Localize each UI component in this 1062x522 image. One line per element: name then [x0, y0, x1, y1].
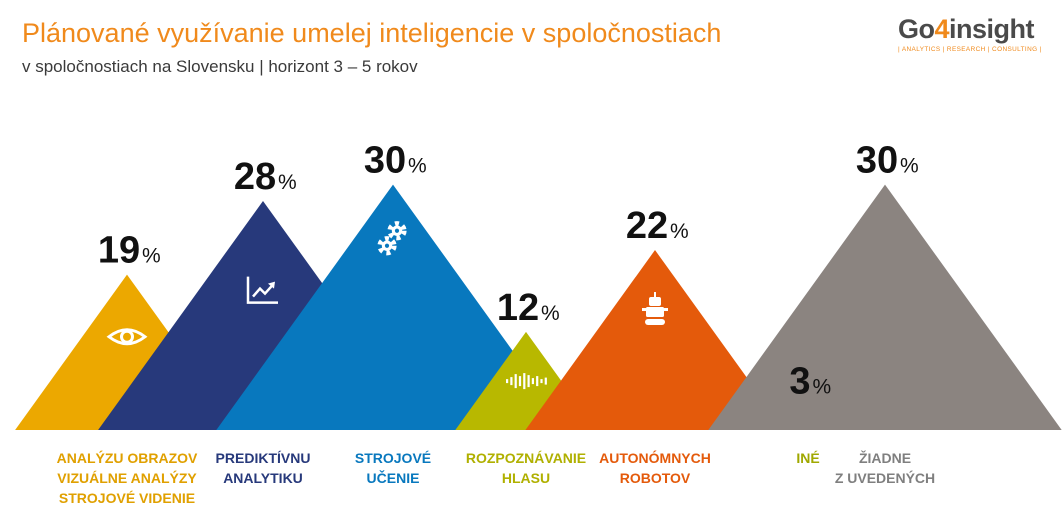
category-label: VIZUÁLNE ANALÝZY — [57, 469, 197, 486]
robot-tracks — [645, 319, 665, 326]
value-label: 30 — [364, 140, 406, 182]
wave-bar — [514, 374, 517, 389]
triangles-layer — [15, 184, 1062, 430]
chart-axes — [246, 276, 278, 304]
category-label: ŽIADNE — [859, 449, 911, 466]
gear-hole — [384, 243, 390, 248]
value-label: 19 — [98, 230, 140, 272]
trend-chart-icon — [246, 276, 278, 304]
category-label: ROBOTOV — [620, 470, 691, 486]
robot-head — [649, 297, 661, 307]
robot-arm-right — [664, 308, 668, 312]
icons-layer — [106, 221, 668, 390]
value-label: 30 — [856, 140, 898, 182]
wave-bar — [544, 377, 547, 385]
value-label: 28 — [234, 156, 276, 198]
category-label: PREDIKTÍVNU — [216, 450, 311, 466]
unit-label: % — [670, 220, 689, 243]
category-label: HLASU — [502, 470, 550, 486]
category-label: INÉ — [796, 450, 819, 466]
chart-title: Plánované využívanie umelej inteligencie… — [22, 18, 722, 48]
gear-hole — [394, 228, 400, 233]
unit-label: % — [541, 302, 560, 325]
gear-teeth — [377, 236, 397, 256]
value-label: 22 — [626, 205, 668, 247]
gear-teeth — [387, 221, 407, 241]
robot-icon — [642, 292, 668, 326]
labels-layer: 19 % ANALÝZU OBRAZOV VIZUÁLNE ANALÝZY STROJO… — [57, 140, 936, 506]
category-label: ANALYTIKU — [223, 470, 303, 486]
wave-bar — [518, 376, 522, 387]
robot-body — [646, 307, 664, 318]
category-label: ANALÝZU OBRAZOV — [57, 449, 198, 466]
gears-icon — [377, 221, 407, 256]
category-label: Z UVEDENÝCH — [835, 469, 935, 486]
value-label: 12 — [497, 287, 539, 329]
chart-arrowhead — [268, 281, 275, 289]
eye-icon — [106, 328, 148, 346]
unit-label: % — [278, 171, 297, 194]
unit-label: % — [900, 155, 919, 178]
wave-bar — [506, 379, 509, 384]
wave-bar — [536, 376, 539, 387]
category-label: UČENIE — [367, 469, 420, 486]
wave-bar — [540, 379, 543, 384]
sound-wave-icon — [506, 373, 547, 390]
wave-bar — [510, 377, 513, 386]
logo-wordmark: Go4insight — [898, 14, 1035, 44]
robot-antenna — [654, 292, 656, 298]
eye-pupil — [120, 329, 134, 344]
eye-outline — [106, 328, 148, 346]
chart-subtitle: v spoločnostiach na Slovensku | horizont… — [22, 57, 418, 76]
category-label: STROJOVÉ VIDENIE — [59, 490, 195, 506]
wave-bar — [523, 373, 526, 390]
gear-icon — [387, 221, 407, 241]
brand-logo: Go4insight | ANALYTICS | RESEARCH | CONS… — [898, 14, 1043, 53]
unit-label: % — [142, 245, 161, 268]
wave-bar — [531, 378, 534, 385]
triangle-bar — [708, 184, 1062, 430]
triangle-bar — [525, 250, 785, 430]
unit-label: % — [408, 155, 427, 178]
category-label: ROZPOZNÁVANIE — [466, 450, 586, 466]
robot-arm-left — [642, 308, 646, 312]
category-label: AUTONÓMNYCH — [599, 449, 711, 466]
chart-trend-line — [252, 283, 274, 298]
gear-icon — [377, 236, 397, 256]
value-label: 3 — [789, 360, 810, 402]
triangle-bar — [216, 184, 570, 430]
logo-tagline: | ANALYTICS | RESEARCH | CONSULTING | — [898, 46, 1042, 53]
wave-bar — [527, 375, 530, 388]
category-label: STROJOVÉ — [355, 450, 431, 466]
unit-label: % — [813, 375, 832, 398]
